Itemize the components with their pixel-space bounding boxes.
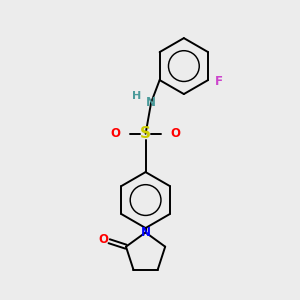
Text: O: O [111,127,121,140]
Text: O: O [99,233,109,246]
Text: O: O [170,127,180,140]
Text: N: N [141,226,151,239]
Text: N: N [146,96,156,109]
Text: S: S [140,126,151,141]
Text: H: H [132,91,141,101]
Text: F: F [214,75,223,88]
